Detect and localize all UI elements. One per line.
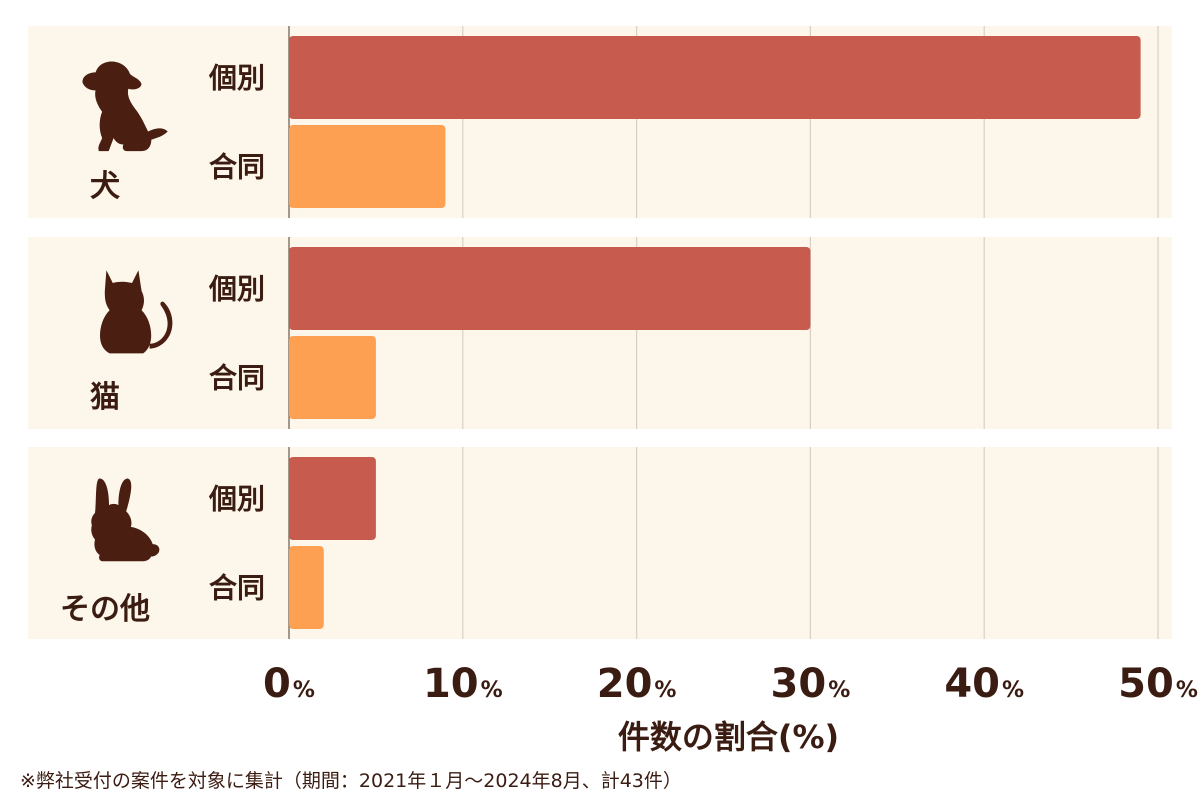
bar-label: 個別 [208, 483, 265, 516]
bar [289, 247, 811, 330]
tick-label: 20% [597, 661, 677, 707]
bar [289, 125, 446, 208]
tick-label: 30% [771, 661, 851, 707]
category-label: 猫 [90, 380, 120, 415]
category-label: 犬 [90, 169, 120, 204]
group-panel [28, 447, 1172, 639]
tick-label: 0% [263, 661, 315, 707]
bar [289, 546, 324, 629]
dog-icon [82, 61, 168, 152]
rabbit-icon [91, 478, 160, 562]
bar [289, 336, 376, 419]
bar-label: 個別 [208, 273, 265, 306]
bar-label: 個別 [208, 62, 265, 95]
tick-label: 40% [944, 661, 1024, 707]
bar [289, 457, 376, 540]
bar [289, 36, 1141, 119]
bar-label: 合同 [209, 362, 265, 395]
category-label: その他 [60, 592, 150, 627]
bar-label: 合同 [209, 572, 265, 605]
tick-label: 50% [1118, 661, 1198, 707]
bar-label: 合同 [209, 151, 265, 184]
tick-label: 10% [423, 661, 503, 707]
cat-icon [100, 270, 173, 354]
x-axis-label: 件数の割合(%) [618, 718, 839, 756]
footnote: ※弊社受付の案件を対象に集計（期間：2021年１月〜2024年8月、計43件） [20, 770, 682, 792]
